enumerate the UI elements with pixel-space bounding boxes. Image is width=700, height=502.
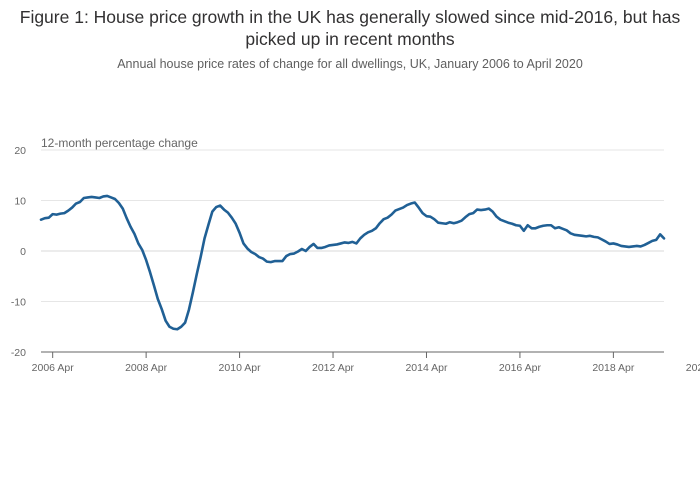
y-tick-label: 10 — [14, 196, 26, 208]
y-tick-label: -20 — [11, 347, 26, 359]
series-line-0 — [39, 194, 666, 331]
x-tick-label: 2016 Apr — [499, 362, 542, 374]
x-tick-label: 2018 Apr — [592, 362, 635, 374]
y-axis-label: 12-month percentage change — [41, 136, 198, 150]
chart-subtitle: Annual house price rates of change for a… — [117, 57, 583, 71]
x-tick-label: 2014 Apr — [405, 362, 448, 374]
x-tick-label: 2008 Apr — [125, 362, 168, 374]
x-tick-label: 2006 Apr — [32, 362, 75, 374]
x-tick-label: 2012 Apr — [312, 362, 355, 374]
y-tick-label: 0 — [20, 246, 26, 258]
chart-title: Figure 1: House price growth in the UK h… — [19, 7, 681, 49]
y-tick-label: 20 — [14, 145, 26, 157]
x-tick-label: 2020 Apr — [686, 362, 700, 374]
y-tick-label: -10 — [11, 297, 26, 309]
x-tick-label: 2010 Apr — [219, 362, 262, 374]
